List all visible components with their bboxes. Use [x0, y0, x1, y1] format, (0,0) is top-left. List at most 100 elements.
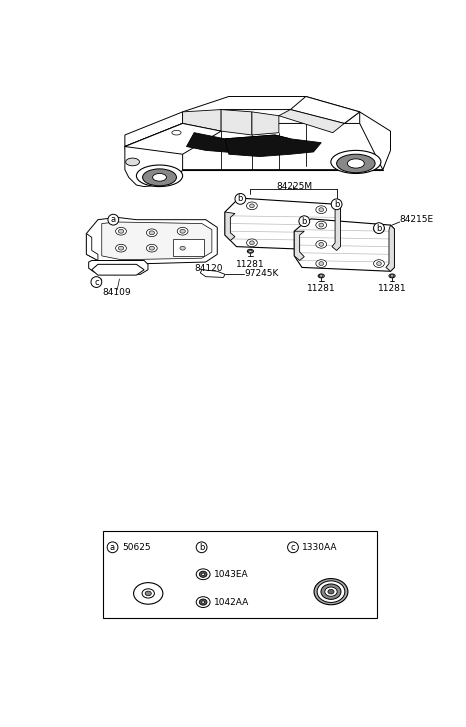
Ellipse shape [199, 599, 207, 605]
Circle shape [331, 199, 342, 209]
Ellipse shape [318, 274, 324, 278]
Bar [103, 531, 377, 618]
Ellipse shape [145, 591, 151, 595]
Circle shape [108, 214, 119, 225]
Ellipse shape [377, 262, 381, 265]
Ellipse shape [146, 244, 157, 252]
Polygon shape [332, 204, 341, 251]
Ellipse shape [325, 587, 337, 596]
Text: a: a [111, 215, 116, 224]
Ellipse shape [202, 573, 205, 575]
Text: 1043EA: 1043EA [214, 570, 248, 579]
Ellipse shape [316, 260, 327, 268]
Ellipse shape [319, 242, 323, 246]
Polygon shape [92, 265, 144, 275]
Ellipse shape [390, 275, 394, 277]
Text: 11281: 11281 [378, 284, 406, 294]
Ellipse shape [374, 225, 384, 233]
Ellipse shape [314, 579, 348, 605]
Ellipse shape [250, 204, 254, 208]
Ellipse shape [143, 169, 177, 186]
Polygon shape [294, 231, 304, 260]
Text: b: b [238, 194, 243, 204]
Ellipse shape [374, 260, 384, 268]
Polygon shape [89, 260, 148, 274]
Polygon shape [186, 132, 290, 154]
Polygon shape [225, 212, 235, 241]
Polygon shape [386, 225, 394, 271]
Ellipse shape [199, 571, 207, 577]
Circle shape [107, 542, 118, 553]
Polygon shape [102, 222, 212, 260]
Ellipse shape [247, 249, 254, 253]
Ellipse shape [118, 246, 123, 250]
Circle shape [235, 193, 246, 204]
Ellipse shape [149, 231, 155, 235]
Polygon shape [183, 110, 221, 131]
Ellipse shape [316, 241, 327, 248]
Circle shape [288, 542, 298, 553]
Text: 84109: 84109 [103, 288, 131, 297]
Ellipse shape [196, 569, 210, 579]
Ellipse shape [142, 589, 154, 598]
Ellipse shape [328, 590, 334, 594]
Ellipse shape [196, 597, 210, 608]
Ellipse shape [377, 227, 381, 231]
Ellipse shape [126, 158, 139, 166]
Circle shape [91, 277, 102, 287]
Polygon shape [221, 110, 252, 135]
Polygon shape [290, 97, 360, 124]
Text: b: b [302, 217, 307, 225]
Ellipse shape [149, 246, 155, 250]
Text: 97245K: 97245K [244, 269, 279, 278]
Text: a: a [110, 543, 115, 552]
Ellipse shape [116, 244, 126, 252]
Ellipse shape [319, 262, 323, 265]
Ellipse shape [177, 228, 188, 235]
Polygon shape [360, 112, 391, 169]
Ellipse shape [146, 229, 157, 236]
Ellipse shape [248, 250, 252, 252]
Text: 1330AA: 1330AA [302, 543, 338, 552]
Ellipse shape [134, 582, 163, 604]
Ellipse shape [316, 206, 327, 214]
Polygon shape [294, 219, 394, 271]
Polygon shape [86, 233, 98, 260]
Ellipse shape [321, 584, 341, 599]
Ellipse shape [316, 221, 327, 229]
Text: 84120: 84120 [194, 264, 223, 273]
Polygon shape [200, 270, 225, 278]
Ellipse shape [250, 241, 254, 245]
Ellipse shape [247, 202, 257, 209]
Bar [173, 239, 204, 256]
Polygon shape [125, 124, 183, 187]
Circle shape [299, 216, 310, 227]
Polygon shape [279, 110, 344, 132]
Polygon shape [225, 135, 321, 156]
Ellipse shape [331, 150, 381, 174]
Polygon shape [183, 97, 360, 124]
Ellipse shape [347, 159, 364, 168]
Text: 11281: 11281 [307, 284, 336, 294]
Text: c: c [291, 543, 295, 552]
Polygon shape [86, 217, 217, 265]
Ellipse shape [336, 154, 375, 173]
Ellipse shape [152, 174, 166, 181]
Ellipse shape [202, 601, 205, 603]
Ellipse shape [247, 239, 257, 246]
Polygon shape [252, 112, 279, 135]
Circle shape [374, 222, 384, 233]
Ellipse shape [180, 246, 185, 250]
Text: c: c [94, 278, 99, 286]
Polygon shape [125, 112, 183, 147]
Text: 11281: 11281 [236, 260, 265, 269]
Ellipse shape [319, 223, 323, 227]
Ellipse shape [389, 274, 395, 278]
Ellipse shape [172, 130, 181, 135]
Ellipse shape [319, 208, 323, 212]
Polygon shape [125, 124, 391, 169]
Ellipse shape [317, 581, 345, 603]
Ellipse shape [180, 229, 185, 233]
Ellipse shape [118, 229, 123, 233]
Text: 1042AA: 1042AA [214, 598, 249, 606]
